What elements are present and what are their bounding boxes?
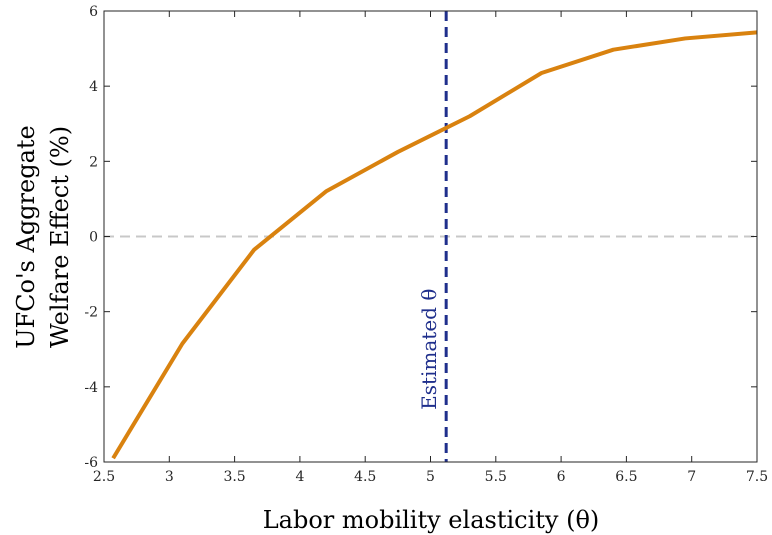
series-layer	[111, 30, 758, 460]
x-tick-label: 3.5	[223, 469, 245, 485]
y-tick-label: -6	[84, 455, 98, 471]
x-tick-label: 6.5	[615, 469, 637, 485]
y-axis-label-line-2: Welfare Effect (%)	[46, 126, 74, 348]
x-tick-label: 5.5	[485, 469, 507, 485]
reference-lines: Estimated θ	[104, 11, 757, 462]
y-tick-label: -2	[84, 305, 98, 321]
series-line-0	[111, 30, 758, 460]
y-tick-label: 0	[89, 230, 98, 246]
x-tick-label: 4	[295, 469, 304, 485]
x-tick-label: 5	[426, 469, 435, 485]
y-tick-label: -4	[84, 380, 98, 396]
x-tick-label: 2.5	[93, 469, 115, 485]
x-tick-label: 7	[687, 469, 696, 485]
x-tick-label: 6	[557, 469, 566, 485]
x-tick-label: 7.5	[746, 469, 768, 485]
x-tick-label: 4.5	[354, 469, 376, 485]
y-tick-label: 6	[89, 4, 98, 20]
x-axis-label: Labor mobility elasticity (θ)	[263, 506, 600, 534]
y-tick-label: 2	[89, 154, 98, 170]
ticks: 2.5 3 3.5 4 4.5 5 5.5 6 6.5 7 7.5 -6 -4 -2 0 2 4 6	[84, 4, 768, 485]
x-tick-label: 3	[165, 469, 174, 485]
labels: Labor mobility elasticity (θ) UFCo's Agg…	[12, 125, 599, 534]
estimated-theta-label: Estimated θ	[417, 289, 441, 410]
y-tick-label: 4	[89, 79, 98, 95]
y-axis-label-line-1: UFCo's Aggregate	[12, 125, 40, 349]
